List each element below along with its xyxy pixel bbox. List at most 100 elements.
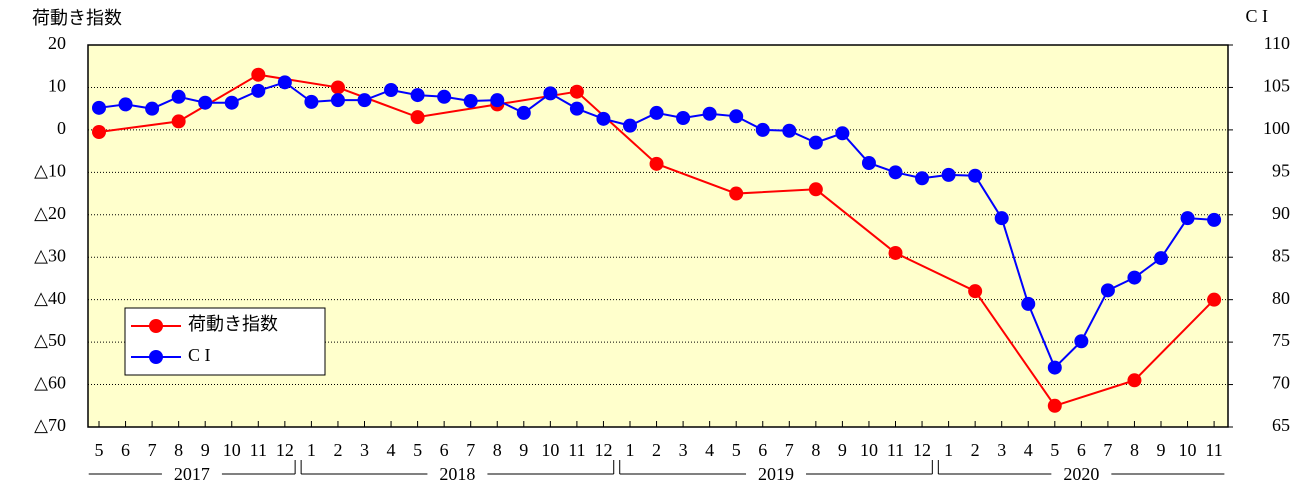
data-point [384,82,399,97]
data-point [1180,211,1195,226]
x-tick-label: 5 [1050,440,1059,460]
y-axis-title-left: 荷動き指数 [32,8,122,28]
x-tick-label: 8 [493,440,502,460]
x-tick-label: 3 [997,440,1006,460]
data-point [1100,283,1115,298]
y2-tick-label: 95 [1272,160,1290,180]
plot-border [87,44,1229,428]
x-tick-label: 10 [1179,440,1197,460]
data-point [251,83,266,98]
data-point [755,122,770,137]
x-tick-label: 7 [466,440,475,460]
data-point [118,97,133,112]
data-point [410,110,425,125]
x-tick-label: 2 [333,440,342,460]
data-point [1127,270,1142,285]
x-tick-label: 8 [174,440,183,460]
x-tick-label: 11 [568,440,585,460]
x-tick-label: 5 [95,440,104,460]
x-tick-label: 7 [1103,440,1112,460]
data-point [729,109,744,124]
y-tick-label: △30 [34,245,66,265]
x-tick-label: 4 [387,440,396,460]
y-tick-label: △20 [34,203,66,223]
data-point [251,67,266,82]
data-point [941,167,956,182]
legend-marker [149,319,163,333]
y2-tick-label: 80 [1272,288,1290,308]
data-point [808,182,823,197]
data-point [171,114,186,129]
data-point [915,171,930,186]
data-point [861,155,876,170]
year-label: 2017 [174,464,210,484]
y2-tick-label: 105 [1263,76,1290,96]
data-point [198,95,213,110]
x-tick-label: 7 [785,440,794,460]
x-tick-label: 5 [413,440,422,460]
data-point [1127,373,1142,388]
data-point [729,186,744,201]
data-point [410,88,425,103]
data-point [463,94,478,109]
y2-tick-label: 110 [1264,33,1290,53]
data-point [224,95,239,110]
y-tick-label: △70 [34,415,66,435]
data-point [92,125,106,140]
data-point [888,165,903,180]
data-point [490,93,505,108]
year-label: 2019 [758,464,794,484]
x-tick-label: 4 [705,440,714,460]
legend-marker [149,350,163,364]
data-point [1207,212,1222,227]
data-point [1021,296,1036,311]
x-tick-label: 10 [860,440,878,460]
data-point [516,105,531,120]
x-tick-label: 12 [276,440,294,460]
y2-tick-label: 70 [1272,373,1290,393]
data-point [835,126,850,141]
x-tick-label: 11 [1205,440,1222,460]
x-tick-label: 11 [250,440,267,460]
data-point [1047,360,1062,375]
data-point [1047,398,1062,413]
x-tick-label: 9 [838,440,847,460]
y-tick-label: △10 [34,160,66,180]
year-label: 2020 [1063,464,1099,484]
data-point [330,93,345,108]
x-tick-label: 6 [121,440,130,460]
x-tick-label: 8 [811,440,820,460]
data-point [649,105,664,120]
x-tick-label: 6 [440,440,449,460]
y-tick-label: △40 [34,288,66,308]
data-point [1074,334,1089,349]
data-point [1207,292,1222,307]
data-point [330,80,345,95]
data-point [569,84,584,99]
y-tick-label: 0 [57,118,66,138]
x-tick-label: 9 [1157,440,1166,460]
y-tick-label: △60 [34,373,66,393]
x-tick-label: 2 [971,440,980,460]
x-tick-label: 4 [1024,440,1033,460]
y2-tick-label: 75 [1272,330,1290,350]
data-point [968,284,983,299]
data-point [277,75,292,90]
data-point [676,111,691,126]
data-point [994,211,1009,226]
data-point [145,101,160,116]
y2-tick-label: 65 [1272,415,1290,435]
x-tick-label: 3 [360,440,369,460]
data-point [92,100,106,115]
y-tick-label: 10 [48,76,66,96]
data-point [1154,251,1168,266]
x-tick-label: 12 [594,440,612,460]
x-tick-label: 12 [913,440,931,460]
data-point [649,156,664,171]
y2-tick-label: 85 [1272,245,1290,265]
data-point [357,93,372,108]
x-tick-label: 9 [201,440,210,460]
x-tick-label: 2 [652,440,661,460]
x-tick-label: 11 [887,440,904,460]
